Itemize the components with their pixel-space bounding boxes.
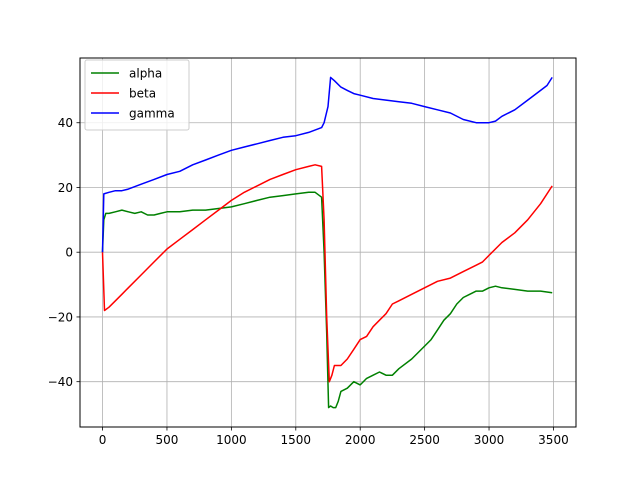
series-line-beta [101, 164, 553, 383]
x-tick-label: 500 [156, 433, 179, 447]
legend-label-alpha: alpha [129, 67, 162, 81]
series-line-alpha [101, 191, 553, 409]
x-tick-label: 0 [99, 433, 107, 447]
y-tick-label: 40 [58, 116, 73, 130]
x-tick-label: 2000 [345, 433, 376, 447]
x-tick-label: 1000 [216, 433, 247, 447]
series-layer [101, 76, 553, 409]
y-tick-label: 0 [65, 246, 73, 260]
x-tick-label: 1500 [281, 433, 312, 447]
x-tick-label: 3000 [474, 433, 505, 447]
x-tick-label: 2500 [409, 433, 440, 447]
y-tick-label: 20 [58, 181, 73, 195]
plot-frame [79, 57, 577, 428]
y-tick-label: −20 [48, 310, 73, 324]
ticks-layer: 0 500 1000 1500 2000 2500 3000 3500 −40 −20 0 20 40 [48, 116, 569, 447]
series-line-gamma [101, 76, 553, 253]
x-tick-label: 3500 [538, 433, 569, 447]
y-tick-label: −40 [48, 375, 73, 389]
legend-label-gamma: gamma [129, 107, 175, 121]
legend: alpha beta gamma [84, 59, 190, 131]
legend-label-beta: beta [129, 87, 156, 101]
grid-layer [80, 58, 576, 427]
